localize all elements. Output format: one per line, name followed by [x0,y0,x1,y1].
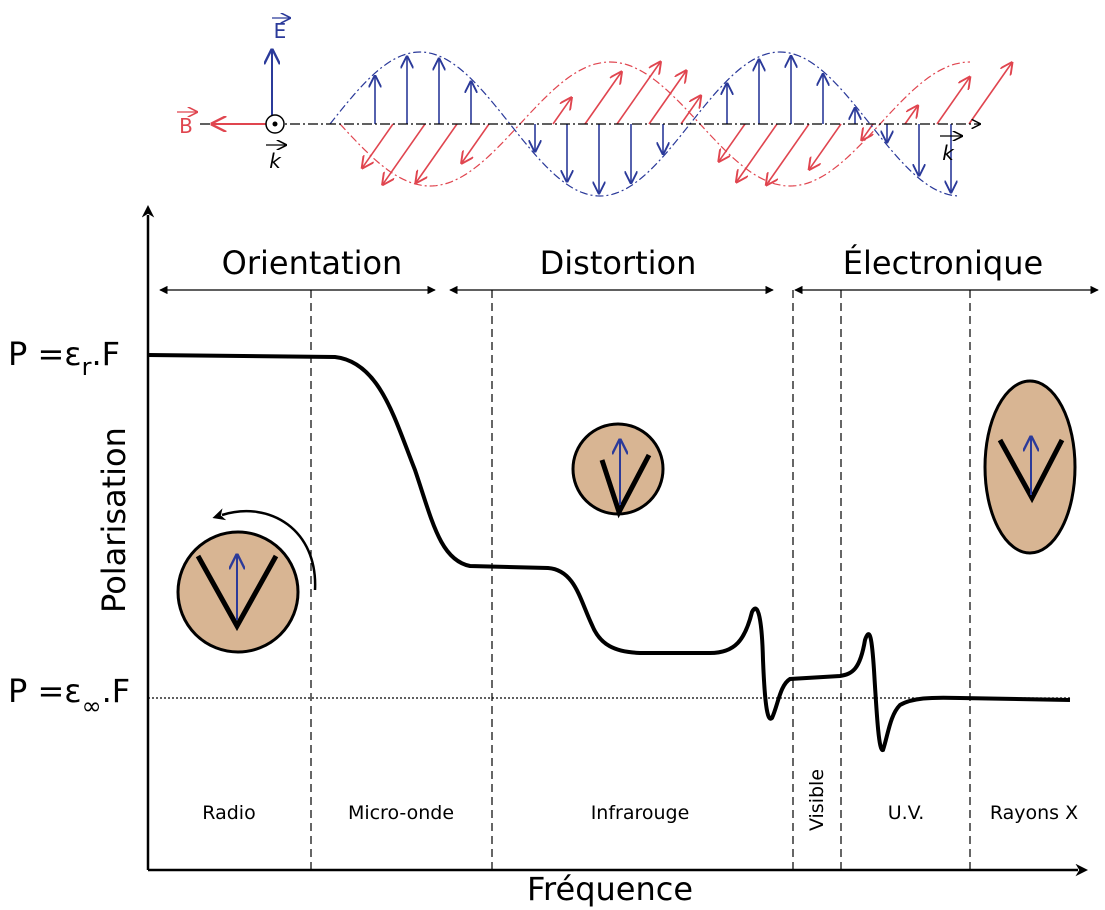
level-suffix: .F [102,672,131,710]
b-field-arrow [968,63,1012,125]
em-wave: E B k k [177,18,1012,197]
b-field-arrow [719,123,746,161]
polarisation-curve [147,353,1071,753]
b-field-arrow [462,123,490,163]
b-field-arrow [416,123,458,183]
dipole-distortion [571,422,665,519]
b-label: B [179,114,193,138]
region-label: Distortion [540,244,697,282]
dipole-orientation [176,508,317,654]
b-field-arrow [616,62,660,125]
b-field-envelope [339,61,971,187]
e-field-envelope [329,51,961,197]
x-axis-label: Fréquence [527,870,693,908]
level-sub: r [82,353,92,381]
level-label: P =εr.F [8,335,120,381]
b-field-arrow [680,96,701,125]
region-label: Électronique [843,244,1043,282]
band-label: Rayons X [990,802,1078,824]
band-label: Radio [202,802,255,824]
level-sub: ∞ [82,692,102,720]
molecule [571,422,665,516]
b-field-arrow [936,77,970,125]
b-field-arrow [736,123,778,182]
band-label: U.V. [888,802,925,824]
band-label: Visible [806,769,828,831]
b-field-arrow [904,106,918,125]
k-right-label: k [942,141,955,165]
dipole-electronic [983,379,1077,555]
e-label: E [274,19,287,43]
band-label: Infrarouge [591,802,690,824]
b-field-arrow [362,123,394,168]
rotation-arrow [212,508,317,591]
y-axis-label: Polarisation [95,427,133,613]
band-label: Micro-onde [348,802,454,824]
region-label: Orientation [222,244,403,282]
b-field-arrow [552,98,571,125]
level-label: P =ε∞.F [8,672,130,720]
level-prefix: P =ε [8,335,82,373]
level-prefix: P =ε [8,672,82,710]
b-field-arrow [584,72,621,125]
molecule-bonds [195,554,279,632]
k-left-label: k [269,149,282,173]
molecule-bonds [997,438,1065,504]
molecule-bonds [599,453,652,519]
b-field-arrow [862,123,874,140]
k-dot [272,121,278,127]
level-suffix: .F [91,335,120,373]
b-field-arrow [383,123,426,184]
b-field-arrow [648,71,686,125]
b-field-arrow [766,123,810,185]
b-field-arrow [809,123,842,169]
